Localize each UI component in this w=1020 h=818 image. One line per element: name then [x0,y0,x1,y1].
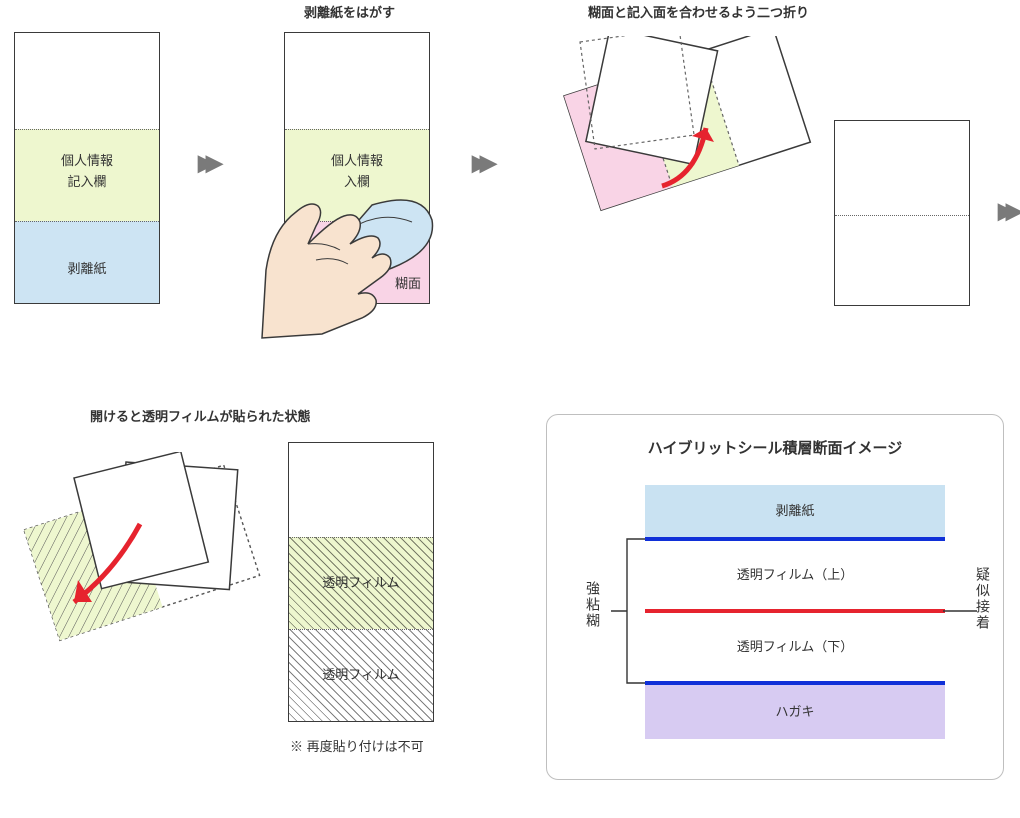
step5-result-card: 透明フィルム 透明フィルム [288,442,434,722]
cross-section-box: ハイブリットシール積層断面イメージ 剥離紙 透明フィルム（上） 透明フィルム（下… [546,414,1004,780]
step1-divider-1 [15,129,159,130]
step1-info-line2: 記入欄 [15,172,159,193]
step3-result-card [834,120,970,306]
diagram-stage: 個人情報 記入欄 剥離紙 ▶▶ 剥離紙をはがす 個人情報 入欄 糊面 ▶▶ 糊面… [0,0,1020,818]
step1-info-line1: 個人情報 [15,151,159,172]
step2-divider-1 [285,129,429,130]
step5-note: ※ 再度貼り付けは不可 [290,736,424,755]
cross-stack: 剥離紙 透明フィルム（上） 透明フィルム（下） ハガキ [645,485,945,739]
arrow-step12: ▶▶ [198,150,214,176]
step3-fold-svg [544,36,824,236]
step1-divider-2 [15,221,159,222]
step5-divider-2 [289,629,433,630]
cross-right-leader [943,607,977,615]
cross-postcard-label: ハガキ [775,704,814,719]
arrow-step23: ▶▶ [472,150,488,176]
step1-card: 個人情報 記入欄 剥離紙 [14,32,160,304]
step5-caption: 開けると透明フィルムが貼られた状態 [90,406,310,425]
step5-film-bottom-label: 透明フィルム [289,665,433,686]
cross-pseudo-bond-label: 疑似接着 [973,567,993,631]
step2-hand-svg [252,150,462,340]
step1-release-label: 剥離紙 [15,259,159,280]
step5-film-top-label: 透明フィルム [289,573,433,594]
cross-film-top-label: 透明フィルム（上） [737,567,853,582]
cross-title: ハイブリットシール積層断面イメージ [547,437,1003,461]
step5-divider-1 [289,537,433,538]
cross-film-bottom-label: 透明フィルム（下） [737,639,853,654]
cross-release-label: 剥離紙 [775,503,814,518]
step2-caption: 剥離紙をはがす [304,2,395,21]
cross-left-bracket [607,535,647,687]
arrow-step34: ▶▶ [998,198,1014,224]
cross-postcard-layer: ハガキ [645,685,945,739]
step1-info-label: 個人情報 記入欄 [15,151,159,193]
cross-film-top-layer: 透明フィルム（上） [645,541,945,609]
cross-strong-glue-label: 強粘糊 [583,581,603,629]
step3-result-divider [835,215,969,216]
cross-release-layer: 剥離紙 [645,485,945,537]
cross-film-bottom-layer: 透明フィルム（下） [645,613,945,681]
step5-open-svg [18,452,278,672]
step3-caption: 糊面と記入面を合わせるよう二つ折り [588,2,809,21]
